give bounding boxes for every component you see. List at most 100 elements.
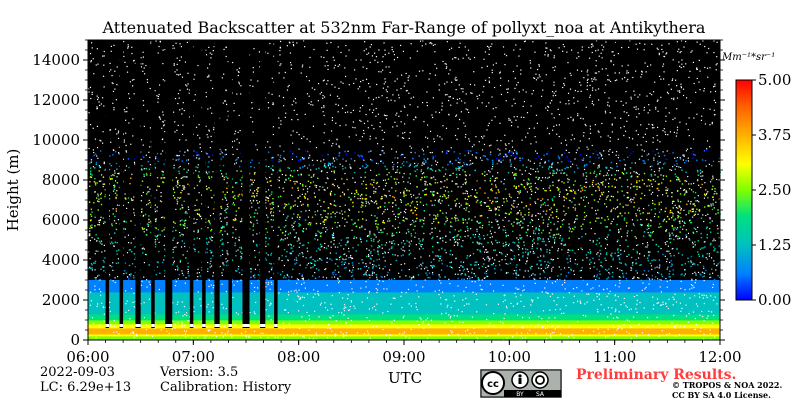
noise-point (245, 335, 247, 337)
backscatter-point (455, 220, 457, 222)
noise-point (428, 78, 430, 80)
noise-point (488, 260, 490, 262)
noise-point (333, 184, 335, 187)
backscatter-point (209, 249, 212, 252)
noise-point (701, 115, 703, 117)
noise-point (371, 272, 374, 274)
backscatter-point (558, 156, 560, 159)
backscatter-point (600, 261, 602, 264)
backscatter-point (658, 183, 661, 185)
backscatter-point (338, 152, 341, 155)
backscatter-point (512, 241, 514, 243)
backscatter-point (267, 151, 270, 153)
noise-point (350, 319, 352, 322)
backscatter-point (708, 227, 711, 230)
noise-point (551, 163, 553, 165)
noise-point (541, 80, 543, 82)
noise-point (674, 327, 676, 329)
noise-point (367, 254, 370, 256)
noise-point (545, 213, 547, 215)
noise-point (669, 234, 671, 236)
backscatter-point (475, 264, 477, 266)
noise-point (526, 325, 529, 328)
backscatter-point (277, 196, 280, 198)
noise-point (447, 334, 450, 336)
backscatter-point (208, 176, 210, 178)
noise-point (208, 285, 210, 288)
backscatter-point (288, 167, 291, 169)
backscatter-point (657, 250, 659, 253)
backscatter-point (679, 226, 682, 228)
noise-point (678, 166, 680, 168)
backscatter-point (488, 223, 490, 226)
backscatter-point (177, 196, 179, 199)
noise-point (208, 46, 210, 49)
backscatter-point (320, 259, 323, 261)
noise-point (429, 214, 431, 216)
noise-point (547, 106, 550, 108)
backscatter-point (253, 274, 256, 276)
backscatter-point (409, 252, 412, 255)
backscatter-point (577, 167, 579, 169)
noise-point (676, 97, 679, 99)
backscatter-band (88, 324, 720, 327)
backscatter-point (474, 169, 476, 172)
backscatter-point (233, 204, 235, 206)
noise-point (580, 90, 582, 92)
backscatter-point (172, 256, 174, 259)
backscatter-point (706, 226, 708, 228)
backscatter-point (353, 236, 356, 238)
backscatter-point (665, 192, 668, 194)
backscatter-point (265, 227, 267, 230)
noise-point (426, 91, 428, 93)
backscatter-point (333, 170, 335, 172)
noise-point (149, 284, 151, 286)
backscatter-point (510, 163, 512, 165)
noise-point (641, 71, 643, 73)
noise-point (102, 55, 104, 57)
noise-point (221, 234, 224, 236)
backscatter-point (712, 177, 714, 179)
backscatter-point (461, 278, 463, 281)
backscatter-point (635, 262, 637, 265)
backscatter-point (494, 207, 496, 209)
noise-point (569, 200, 571, 202)
noise-point (299, 298, 301, 300)
noise-point (635, 171, 637, 173)
noise-point (656, 100, 658, 102)
backscatter-point (547, 261, 549, 263)
backscatter-point (669, 180, 672, 182)
backscatter-point (283, 226, 286, 228)
noise-point (172, 45, 174, 47)
backscatter-point (238, 165, 241, 168)
backscatter-point (352, 201, 354, 204)
noise-point (232, 226, 234, 228)
noise-point (462, 321, 464, 324)
backscatter-point (706, 258, 709, 260)
noise-point (311, 159, 314, 161)
backscatter-point (623, 217, 626, 219)
backscatter-point (232, 219, 235, 221)
backscatter-point (238, 193, 241, 196)
noise-point (612, 218, 615, 220)
backscatter-point (157, 158, 159, 160)
backscatter-point (290, 156, 293, 158)
backscatter-point (476, 221, 479, 223)
backscatter-point (272, 219, 275, 221)
backscatter-point (650, 209, 653, 211)
noise-point (327, 245, 329, 247)
backscatter-point (281, 254, 283, 257)
backscatter-point (103, 270, 105, 272)
backscatter-point (420, 179, 422, 181)
noise-point (366, 330, 369, 332)
backscatter-point (375, 273, 378, 276)
noise-point (146, 79, 148, 81)
backscatter-point (387, 271, 389, 274)
noise-point (547, 199, 549, 201)
noise-point (158, 45, 160, 48)
backscatter-point (574, 191, 576, 193)
noise-point (409, 57, 411, 59)
backscatter-point (567, 261, 569, 264)
backscatter-point (293, 169, 295, 172)
noise-point (370, 159, 372, 161)
